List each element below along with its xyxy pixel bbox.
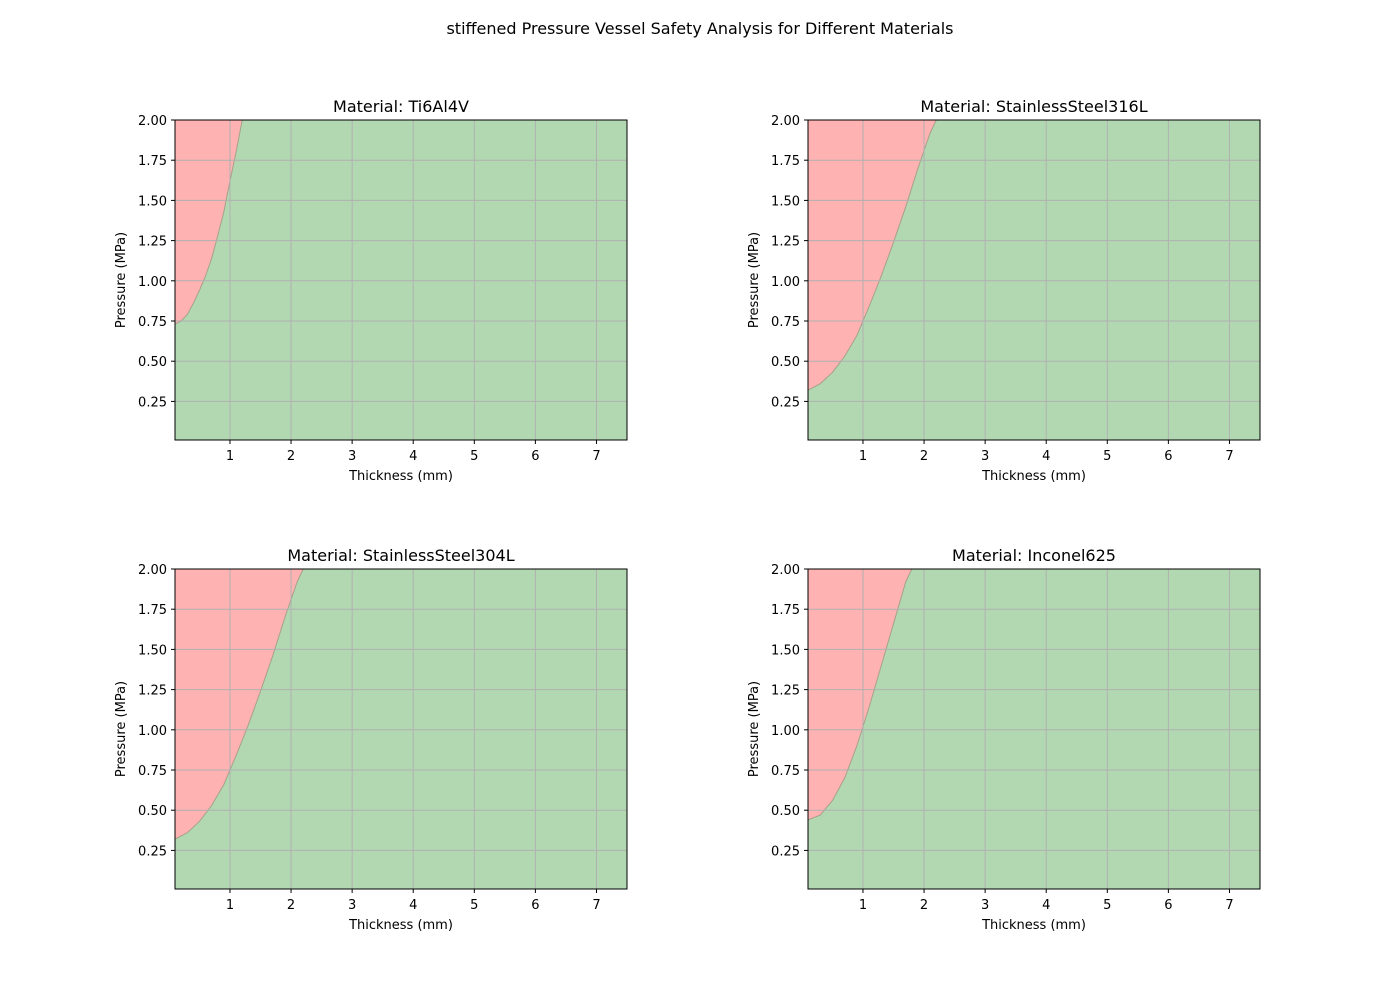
x-tick-label: 5: [1103, 449, 1111, 464]
y-tick-label: 1.00: [138, 724, 167, 739]
figure-title-area: stiffened Pressure Vessel Safety Analysi…: [446, 19, 953, 38]
subplot-ti6al4v: 1 2 3 4 5 6 7 0.25 0.50 0.75 1.00 1.25 1.50 1.75 2.00 M…: [105, 90, 730, 530]
x-tick-label: 6: [1164, 898, 1172, 913]
x-tick-label: 3: [348, 449, 356, 464]
y-tick-label: 1.50: [138, 643, 167, 658]
x-axis-label: Thickness (mm): [981, 469, 1086, 484]
x-tick-label: 2: [920, 898, 928, 913]
y-tick-label: 2.00: [771, 563, 800, 578]
x-tick-label: 5: [470, 449, 478, 464]
chart-stainlesssteel316l: 1 2 3 4 5 6 7 0.25 0.50 0.75 1.00 1.25 1.50 1.75 2.00 M…: [747, 97, 1261, 484]
y-tick-label: 1.00: [771, 724, 800, 739]
subplot-title: Material: Inconel625: [952, 546, 1116, 565]
x-tick-label: 2: [287, 898, 295, 913]
x-tick-label: 6: [531, 449, 539, 464]
axes-frame: [174, 568, 628, 890]
y-tick-label: 1.25: [138, 684, 167, 699]
y-tick-label: 0.75: [138, 315, 167, 330]
y-tick-label: 2.00: [771, 114, 800, 129]
x-tick-label: 3: [348, 898, 356, 913]
y-tick-label: 1.75: [138, 154, 167, 169]
x-tick-label: 6: [531, 898, 539, 913]
y-tick-label: 0.75: [771, 315, 800, 330]
x-axis-label: Thickness (mm): [981, 918, 1086, 933]
safety-boundary-line: [807, 119, 937, 391]
y-tick-label: 1.25: [771, 684, 800, 699]
y-tick-label: 0.25: [138, 395, 167, 410]
x-tick-label: 7: [1225, 449, 1233, 464]
y-tick-label: 0.75: [138, 764, 167, 779]
x-tick-label: 5: [1103, 898, 1111, 913]
x-tick-label: 1: [226, 449, 234, 464]
subplot-title: Material: Ti6Al4V: [333, 97, 469, 116]
y-tick-label: 0.50: [138, 355, 167, 370]
x-axis-label: Thickness (mm): [348, 918, 453, 933]
subplot-stainlesssteel316l: 1 2 3 4 5 6 7 0.25 0.50 0.75 1.00 1.25 1.50 1.75 2.00 M…: [738, 90, 1363, 530]
subplot-stainlesssteel304l: 1 2 3 4 5 6 7 0.25 0.50 0.75 1.00 1.25 1.50 1.75 2.00 M…: [105, 539, 730, 979]
x-tick-label: 7: [592, 898, 600, 913]
y-tick-label: 1.50: [138, 194, 167, 209]
x-tick-label: 4: [409, 898, 417, 913]
y-tick-label: 0.50: [771, 355, 800, 370]
x-tick-label: 2: [920, 449, 928, 464]
x-tick-label: 7: [592, 449, 600, 464]
y-tick-label: 1.50: [771, 194, 800, 209]
y-tick-label: 0.25: [771, 844, 800, 859]
x-tick-label: 1: [859, 898, 867, 913]
x-axis-label: Thickness (mm): [348, 469, 453, 484]
y-tick-label: 0.25: [771, 395, 800, 410]
axes-frame: [807, 119, 1261, 441]
x-tick-label: 7: [1225, 898, 1233, 913]
safety-boundary-line: [174, 568, 304, 840]
unsafe-region: [808, 120, 937, 391]
chart-inconel625: 1 2 3 4 5 6 7 0.25 0.50 0.75 1.00 1.25 1.50 1.75 2.00 M…: [747, 546, 1261, 933]
y-tick-label: 0.75: [771, 764, 800, 779]
y-tick-label: 0.50: [771, 804, 800, 819]
y-axis-label: Pressure (MPa): [747, 232, 762, 328]
y-tick-label: 1.25: [138, 235, 167, 250]
subplot-title: Material: StainlessSteel316L: [920, 97, 1147, 116]
unsafe-region: [175, 569, 304, 840]
safe-region: [175, 120, 627, 440]
x-tick-label: 1: [226, 898, 234, 913]
x-tick-label: 4: [1042, 898, 1050, 913]
x-tick-label: 4: [409, 449, 417, 464]
figure-title: stiffened Pressure Vessel Safety Analysi…: [446, 19, 953, 38]
unsafe-region: [175, 120, 243, 325]
y-tick-label: 0.50: [138, 804, 167, 819]
axes-frame: [174, 119, 628, 441]
y-tick-label: 1.75: [771, 603, 800, 618]
y-tick-label: 0.25: [138, 844, 167, 859]
chart-stainlesssteel304l: 1 2 3 4 5 6 7 0.25 0.50 0.75 1.00 1.25 1.50 1.75 2.00 M…: [114, 546, 628, 933]
chart-ti6al4v: 1 2 3 4 5 6 7 0.25 0.50 0.75 1.00 1.25 1.50 1.75 2.00 M…: [114, 97, 628, 484]
axes-frame: [807, 568, 1261, 890]
x-tick-label: 3: [981, 449, 989, 464]
y-axis-label: Pressure (MPa): [747, 681, 762, 777]
x-tick-label: 1: [859, 449, 867, 464]
y-tick-label: 1.50: [771, 643, 800, 658]
safety-boundary-line: [174, 119, 243, 325]
y-tick-label: 1.25: [771, 235, 800, 250]
unsafe-region: [808, 569, 912, 820]
y-tick-label: 1.00: [138, 275, 167, 290]
x-tick-label: 6: [1164, 449, 1172, 464]
y-tick-label: 1.75: [138, 603, 167, 618]
y-axis-label: Pressure (MPa): [114, 232, 129, 328]
subplot-inconel625: 1 2 3 4 5 6 7 0.25 0.50 0.75 1.00 1.25 1.50 1.75 2.00 M…: [738, 539, 1363, 979]
subplot-title: Material: StainlessSteel304L: [287, 546, 514, 565]
y-axis-label: Pressure (MPa): [114, 681, 129, 777]
y-tick-label: 1.00: [771, 275, 800, 290]
x-tick-label: 4: [1042, 449, 1050, 464]
y-tick-label: 2.00: [138, 114, 167, 129]
x-tick-label: 3: [981, 898, 989, 913]
y-tick-label: 2.00: [138, 563, 167, 578]
y-tick-label: 1.75: [771, 154, 800, 169]
x-tick-label: 2: [287, 449, 295, 464]
x-tick-label: 5: [470, 898, 478, 913]
